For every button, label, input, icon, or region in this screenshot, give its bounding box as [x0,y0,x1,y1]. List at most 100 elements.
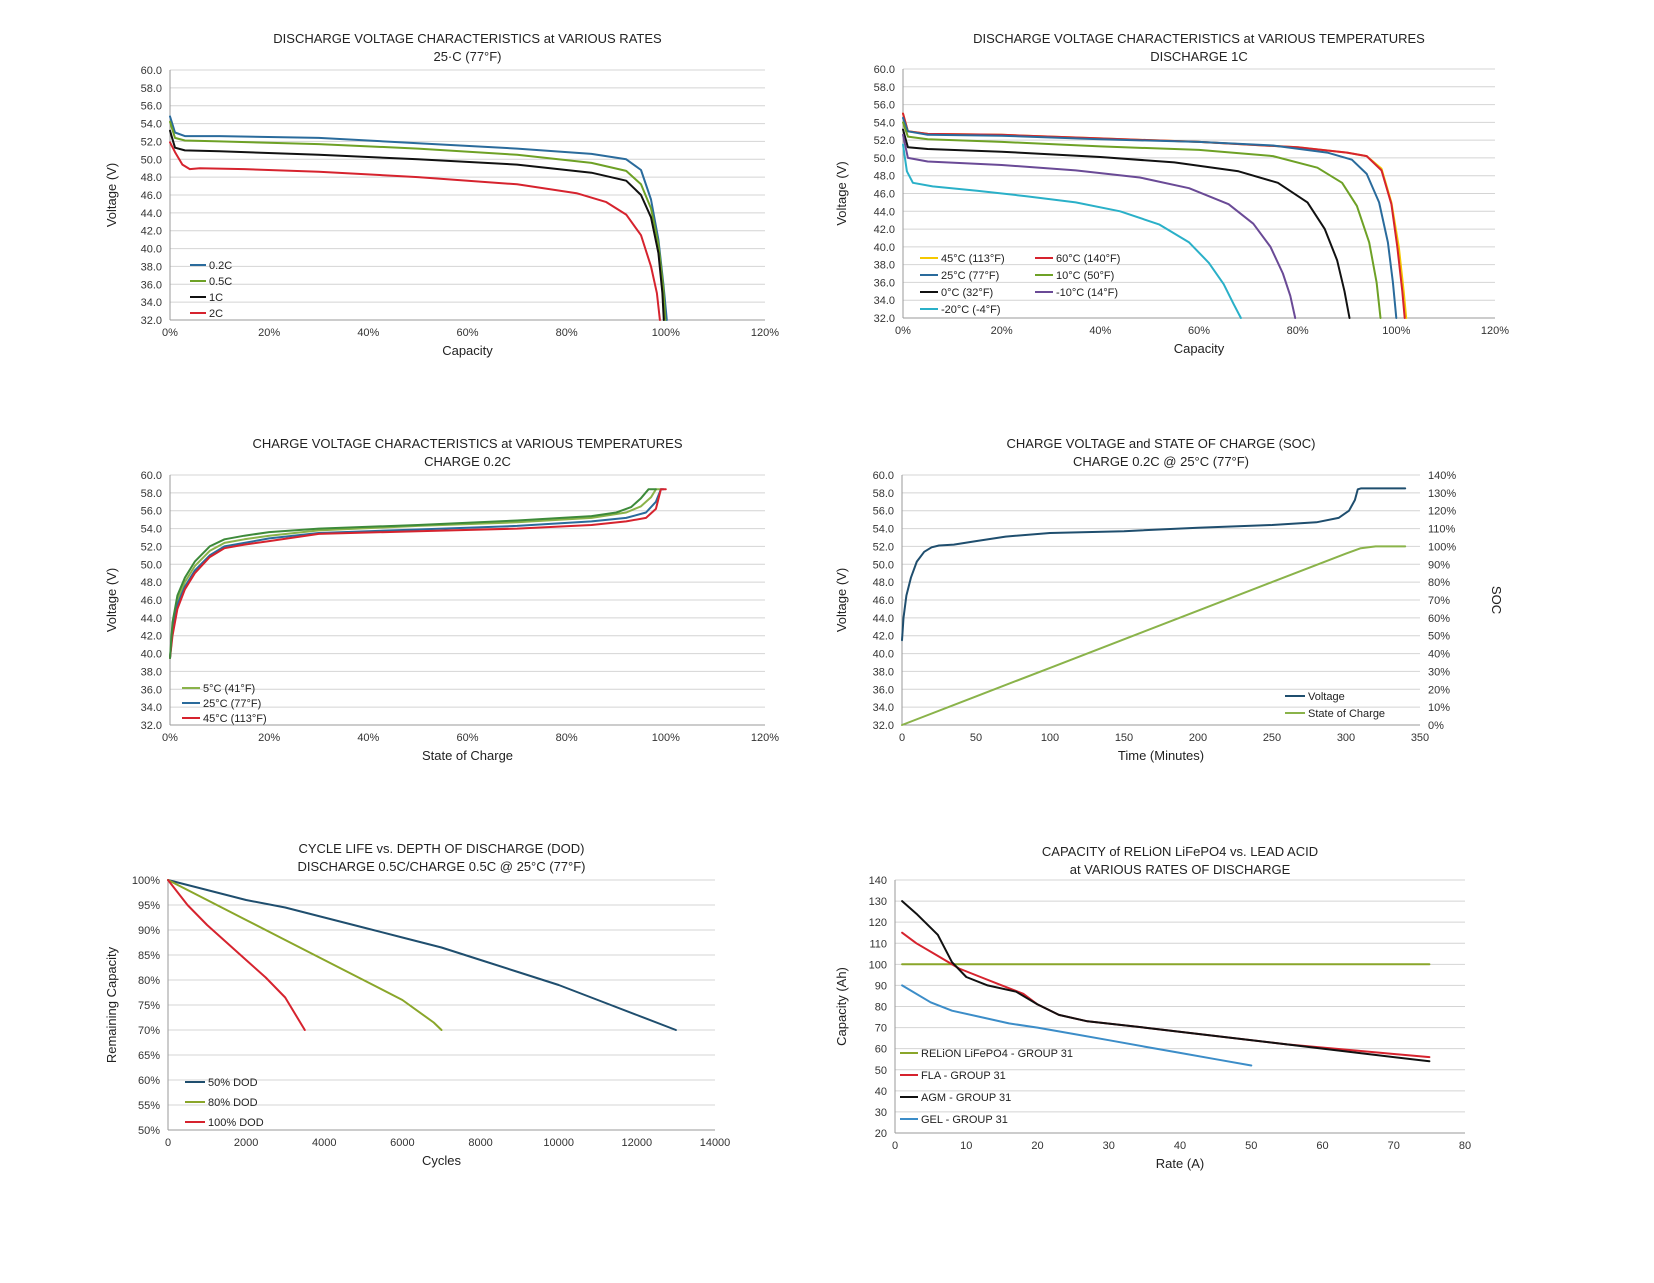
y-tick-label: 95% [138,900,160,912]
charge-voltage-soc-chart: CHARGE VOLTAGE and STATE OF CHARGE (SOC)… [830,430,1510,785]
chart-subtitle: at VARIOUS RATES OF DISCHARGE [1070,862,1291,877]
y-tick-label: 36.0 [141,684,162,696]
y-tick-label: 40.0 [141,649,162,661]
y-tick-label: 48.0 [873,577,894,589]
x-tick-label: 20% [258,327,280,339]
x-tick-label: 12000 [622,1137,653,1149]
y-tick-label: 58.0 [141,488,162,500]
x-tick-label: 6000 [390,1137,414,1149]
y-tick-label: 54.0 [141,524,162,536]
y-axis-label: Voltage (V) [104,163,119,227]
x-tick-label: 40 [1174,1140,1186,1152]
x-tick-label: 60% [456,327,478,339]
series-line [167,879,443,1031]
legend-label: 0°C (32°F) [941,287,993,299]
x-tick-label: 20 [1031,1140,1043,1152]
legend-label: 100% DOD [208,1117,264,1129]
y-tick-label: 80% [138,975,160,987]
y-tick-label: 130 [869,896,887,908]
y-tick-label: 38.0 [873,666,894,678]
chart-svg: CHARGE VOLTAGE CHARACTERISTICS at VARIOU… [104,436,779,763]
legend-label: State of Charge [1308,708,1385,720]
x-tick-label: 70 [1388,1140,1400,1152]
chart-svg: DISCHARGE VOLTAGE CHARACTERISTICS at VAR… [104,31,779,358]
y-tick-label: 38.0 [874,260,895,272]
x-tick-label: 0 [899,732,905,744]
series-line [901,487,1407,642]
legend-label: 2C [209,308,223,320]
x-axis-label: Capacity [1174,341,1225,356]
legend-label: -20°C (-4°F) [941,304,1001,316]
x-tick-label: 10000 [543,1137,574,1149]
y-tick-label: 34.0 [141,702,162,714]
y-tick-label: 100 [869,959,887,971]
series-line [169,120,667,321]
chart-subtitle: DISCHARGE 0.5C/CHARGE 0.5C @ 25°C (77°F) [298,859,586,874]
series-line [167,879,306,1031]
chart-title: DISCHARGE VOLTAGE CHARACTERISTICS at VAR… [273,31,662,46]
y-tick-label: 52.0 [873,541,894,553]
y-tick-label: 42.0 [141,226,162,238]
x-tick-label: 0 [165,1137,171,1149]
chart-title: CHARGE VOLTAGE and STATE OF CHARGE (SOC) [1007,436,1316,451]
y-tick-label: 56.0 [874,100,895,112]
x-tick-label: 300 [1337,732,1355,744]
series-line [169,141,661,321]
x-tick-label: 2000 [234,1137,258,1149]
series-line [902,143,1242,319]
y-tick-label: 60% [138,1075,160,1087]
legend: 5°C (41°F) 25°C (77°F) 45°C (113°F) [182,683,267,725]
series-line [169,115,668,321]
y2-tick-label: 30% [1428,666,1450,678]
legend: 50% DOD 80% DOD 100% DOD [185,1077,264,1129]
series-line [902,128,1351,319]
legend-label: 80% DOD [208,1097,258,1109]
x-tick-label: 150 [1115,732,1133,744]
y-tick-label: 44.0 [141,208,162,220]
y2-tick-label: 70% [1428,595,1450,607]
legend-label: 1C [209,292,223,304]
y-tick-label: 52.0 [141,136,162,148]
y-tick-label: 60.0 [141,65,162,77]
chart-svg: CHARGE VOLTAGE and STATE OF CHARGE (SOC)… [834,436,1504,763]
chart-title: DISCHARGE VOLTAGE CHARACTERISTICS at VAR… [973,31,1425,46]
y-axis-label: Voltage (V) [104,568,119,632]
y-tick-label: 40 [875,1086,887,1098]
x-tick-label: 80% [556,327,578,339]
legend-label: 0.2C [209,260,232,272]
y2-tick-label: 140% [1428,470,1456,482]
y-tick-label: 140 [869,875,887,887]
series-line [169,129,665,321]
charge-temperatures-chart: CHARGE VOLTAGE CHARACTERISTICS at VARIOU… [100,430,780,785]
x-tick-label: 0% [162,732,178,744]
y2-axis-label: SOC [1489,586,1504,614]
legend-label: -10°C (14°F) [1056,287,1118,299]
series-line [901,545,1407,726]
y-tick-label: 60.0 [874,64,895,76]
series-line [901,984,1253,1067]
y-tick-label: 90 [875,980,887,992]
y-tick-label: 40.0 [873,649,894,661]
y2-tick-label: 120% [1428,506,1456,518]
chart-title: CHARGE VOLTAGE CHARACTERISTICS at VARIOU… [252,436,682,451]
x-tick-label: 80% [556,732,578,744]
y2-tick-label: 10% [1428,702,1450,714]
y2-tick-label: 50% [1428,631,1450,643]
y-tick-label: 46.0 [141,190,162,202]
legend-label: 5°C (41°F) [203,683,255,695]
y-tick-label: 100% [132,875,160,887]
cycle-life-chart: CYCLE LIFE vs. DEPTH OF DISCHARGE (DOD) D… [100,835,780,1190]
x-axis-label: Time (Minutes) [1118,748,1204,763]
x-tick-label: 100% [652,327,680,339]
legend-label: 45°C (113°F) [203,713,267,725]
y-tick-label: 32.0 [141,720,162,732]
x-axis-label: Capacity [442,343,493,358]
y-tick-label: 50.0 [873,559,894,571]
y-tick-label: 58.0 [874,82,895,94]
legend: RELiON LiFePO4 - GROUP 31 FLA - GROUP 31 A… [900,1048,1073,1126]
x-tick-label: 60% [1188,325,1210,337]
chart-subtitle: DISCHARGE 1C [1150,49,1248,64]
x-axis-label: State of Charge [422,748,513,763]
y-tick-label: 44.0 [141,613,162,625]
y-tick-label: 44.0 [873,613,894,625]
